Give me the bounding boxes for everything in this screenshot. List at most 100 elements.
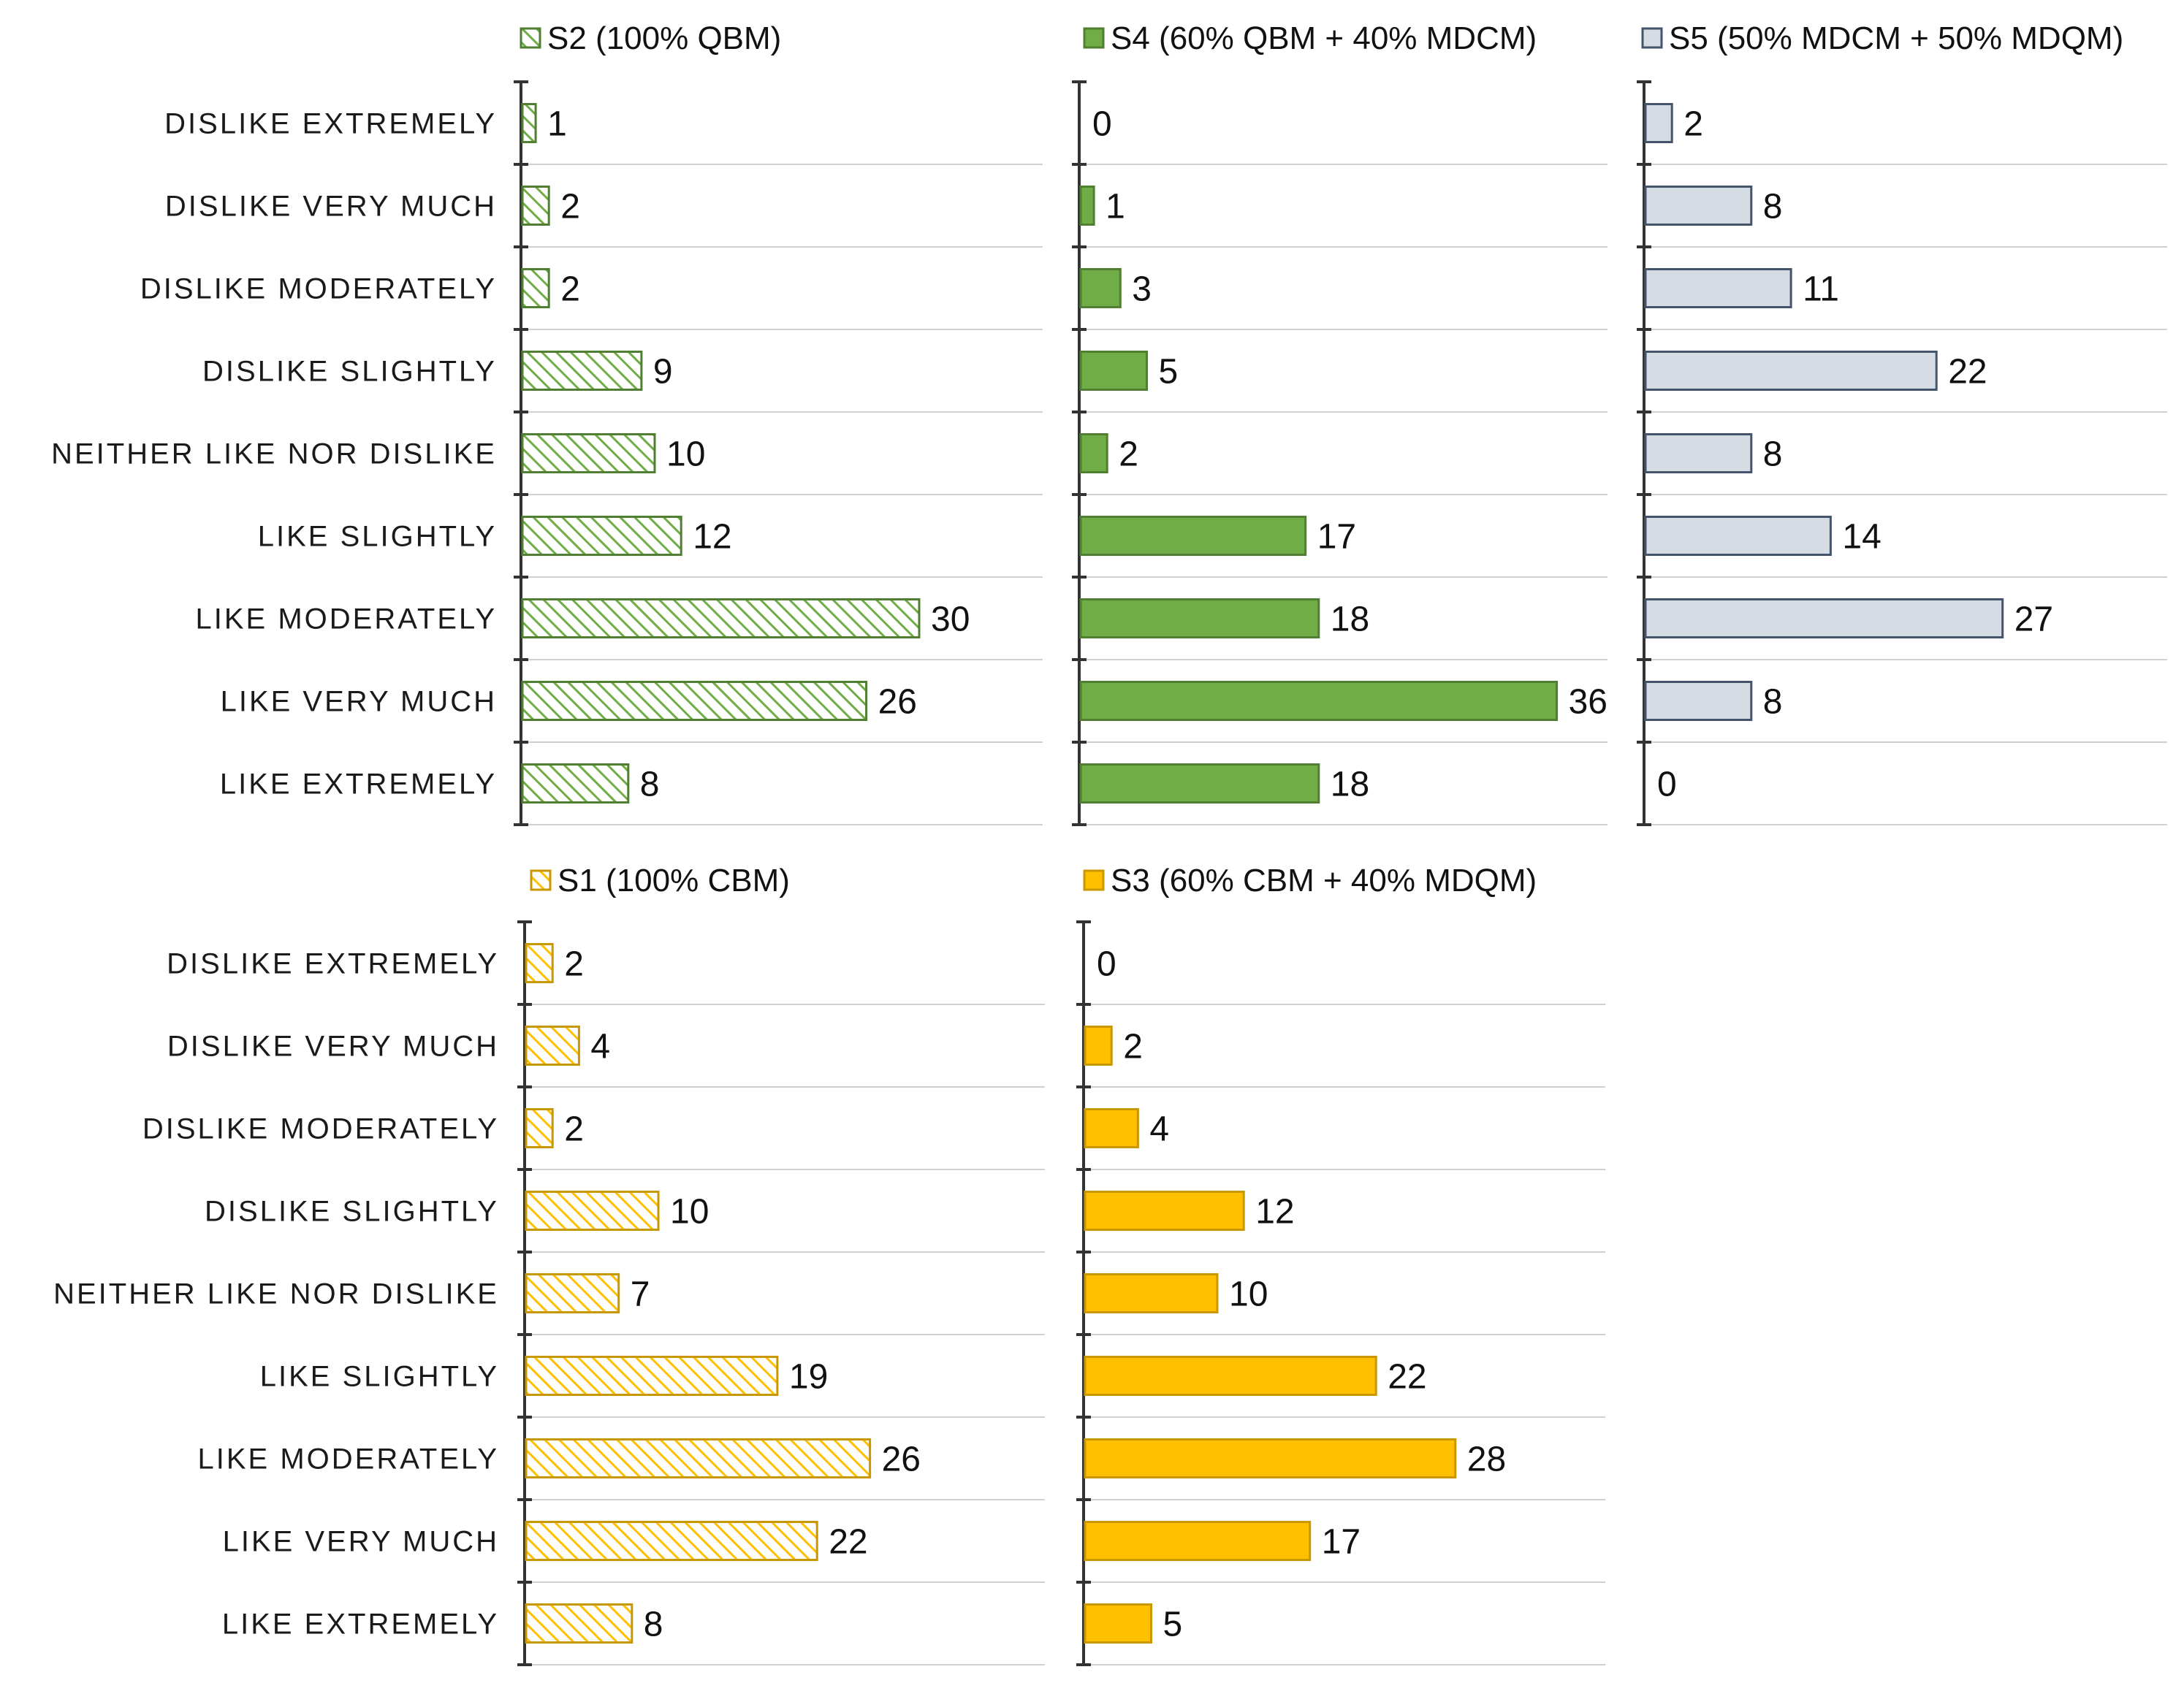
category-label: DISLIKE VERY MUCH: [167, 1031, 499, 1063]
bar: [1084, 1026, 1113, 1066]
legend-label: S3 (60% CBM + 40% MDQM): [1111, 863, 1537, 898]
legend-swatch: [1641, 27, 1663, 49]
legend: S1 (100% CBM): [530, 863, 790, 898]
chart-panel-4: S1 (100% CBM) 2 DISLIKE EXTREMELY 4 DISLIKE …: [53, 863, 1045, 1666]
bar: [1079, 681, 1559, 721]
data-label: 4: [590, 1028, 610, 1066]
bar: [1084, 1191, 1245, 1231]
data-label: 8: [644, 1606, 663, 1644]
data-label: 10: [670, 1193, 709, 1232]
data-label: 0: [1657, 766, 1677, 804]
data-label: 3: [1132, 270, 1152, 309]
bar: [1084, 1438, 1457, 1478]
legend-label: S1 (100% CBM): [558, 863, 790, 898]
bar: [521, 433, 656, 473]
bar: [521, 681, 868, 721]
data-label: 8: [1763, 435, 1783, 474]
data-label: 8: [1763, 188, 1783, 226]
bar: [525, 1108, 554, 1148]
data-label: 10: [666, 435, 705, 474]
data-label: 0: [1097, 945, 1116, 984]
category-label: LIKE MODERATELY: [196, 603, 498, 636]
category-label: DISLIKE SLIGHTLY: [205, 1196, 499, 1228]
bar: [525, 1356, 779, 1396]
bar: [521, 516, 682, 556]
bar: [1079, 351, 1148, 391]
data-label: 2: [1123, 1028, 1143, 1066]
data-label: 14: [1842, 518, 1881, 557]
bar: [521, 763, 630, 804]
bar: [1644, 268, 1792, 308]
chart-panel-5: S3 (60% CBM + 40% MDQM) 0 2 4 12 10 22 28 17 5: [1076, 863, 1605, 1666]
category-label: LIKE EXTREMELY: [220, 768, 497, 801]
bar: [1644, 103, 1673, 143]
data-label: 0: [1092, 105, 1112, 144]
legend-label: S4 (60% QBM + 40% MDCM): [1111, 20, 1537, 56]
data-label: 2: [564, 945, 584, 984]
legend-swatch: [520, 27, 541, 49]
bar: [1079, 186, 1095, 226]
data-label: 8: [1763, 683, 1783, 722]
bar: [525, 1603, 633, 1644]
legend-swatch: [1083, 869, 1105, 891]
bar: [525, 1438, 872, 1478]
category-label: DISLIKE VERY MUCH: [165, 191, 497, 223]
category-label: LIKE SLIGHTLY: [258, 521, 497, 553]
data-label: 9: [653, 353, 673, 392]
category-label: LIKE EXTREMELY: [222, 1608, 499, 1641]
category-label: LIKE VERY MUCH: [221, 686, 497, 718]
data-label: 18: [1331, 600, 1369, 639]
data-label: 12: [1255, 1193, 1294, 1232]
bar: [1644, 598, 2004, 638]
data-label: 26: [882, 1440, 921, 1479]
data-label: 36: [1569, 683, 1607, 722]
data-label: 27: [2014, 600, 2053, 639]
data-label: 17: [1317, 518, 1356, 557]
category-label: DISLIKE EXTREMELY: [167, 948, 499, 980]
legend-label: S5 (50% MDCM + 50% MDQM): [1669, 20, 2123, 56]
bar: [1644, 186, 1753, 226]
data-label: 5: [1159, 353, 1179, 392]
data-label: 22: [1948, 353, 1987, 392]
bar: [1084, 1521, 1312, 1561]
bar: [1079, 433, 1108, 473]
bar: [1079, 598, 1320, 638]
data-label: 11: [1803, 270, 1839, 309]
bar: [1079, 516, 1307, 556]
bar: [1084, 1273, 1219, 1313]
data-label: 19: [789, 1358, 828, 1397]
data-label: 4: [1149, 1110, 1169, 1149]
bar: [1644, 516, 1832, 556]
chart-panel-3: S5 (50% MDCM + 50% MDQM) 2 8 11 22 8 14 27 8 0: [1637, 20, 2167, 826]
data-label: 18: [1331, 766, 1369, 804]
bar: [525, 943, 554, 983]
data-label: 2: [1119, 435, 1138, 474]
legend-swatch: [1083, 27, 1105, 49]
chart-panel-2: S4 (60% QBM + 40% MDCM) 0 1 3 5 2 17 18 36 18: [1072, 20, 1607, 826]
legend-label: S2 (100% QBM): [547, 20, 781, 56]
data-label: 17: [1322, 1523, 1361, 1562]
data-label: 2: [560, 270, 580, 309]
data-label: 10: [1229, 1275, 1268, 1314]
category-label: DISLIKE EXTREMELY: [164, 108, 497, 140]
legend-swatch: [530, 869, 552, 891]
data-label: 1: [1106, 188, 1125, 226]
data-label: 2: [564, 1110, 584, 1149]
legend: S4 (60% QBM + 40% MDCM): [1083, 20, 1537, 56]
category-label: DISLIKE SLIGHTLY: [202, 356, 497, 388]
data-label: 12: [693, 518, 731, 557]
bar: [525, 1026, 580, 1066]
bar: [1084, 1108, 1139, 1148]
data-label: 22: [1388, 1358, 1426, 1397]
bar: [1079, 763, 1320, 804]
data-label: 30: [931, 600, 970, 639]
data-label: 5: [1163, 1606, 1183, 1644]
legend: S3 (60% CBM + 40% MDQM): [1083, 863, 1537, 898]
bar: [1644, 681, 1753, 721]
data-label: 2: [1683, 105, 1703, 144]
category-label: DISLIKE MODERATELY: [142, 1113, 499, 1145]
bar: [521, 186, 550, 226]
bar: [1644, 433, 1753, 473]
data-label: 7: [631, 1275, 650, 1314]
